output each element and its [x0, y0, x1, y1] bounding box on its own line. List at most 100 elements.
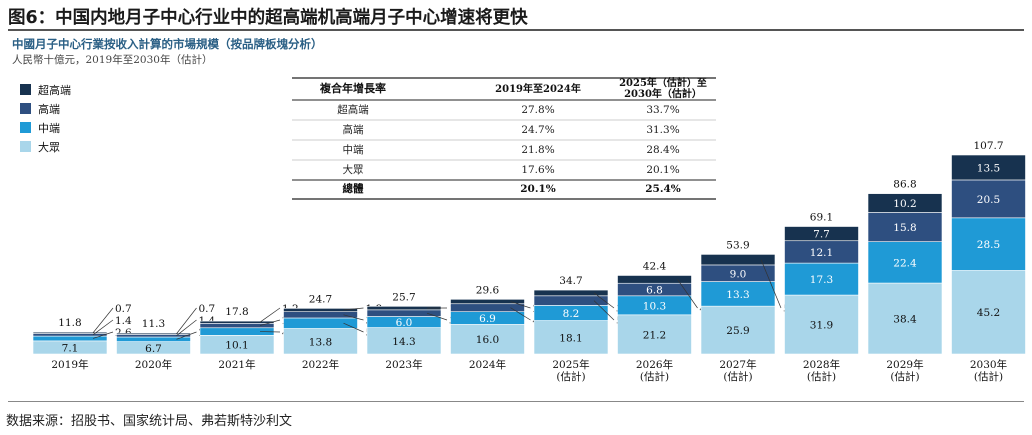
bar-segment	[366, 309, 442, 317]
table-cell: 24.7%	[521, 124, 554, 136]
bar-value-label: 22.4	[893, 257, 917, 269]
x-tick-label: 2024年	[469, 358, 506, 371]
bar-segment	[283, 308, 358, 312]
bar-value-label: 16.0	[476, 334, 499, 346]
x-tick-label: 2028年	[803, 358, 840, 371]
bar-value-label: 10.3	[643, 300, 666, 312]
bar-value-label: 20.5	[977, 194, 1000, 206]
legend-item: 大眾	[20, 140, 60, 154]
legend-swatch	[20, 103, 31, 114]
leader-line	[92, 307, 114, 334]
bar-total-label: 25.7	[392, 291, 415, 303]
x-tick-label: 2023年	[385, 358, 422, 371]
legend-swatch	[20, 141, 31, 152]
chart-title: 中國月子中心行業按收入計算的市場規模（按品牌板塊分析）	[12, 37, 323, 51]
table-header: 2030年（估計）	[624, 87, 702, 100]
legend-label: 中端	[38, 122, 60, 135]
bar-value-label: 14.3	[392, 336, 415, 348]
bar-total-label: 11.3	[142, 318, 165, 330]
x-tick-label: (估計)	[640, 370, 669, 383]
legend-swatch	[20, 84, 31, 95]
bar-value-label: 6.0	[396, 317, 413, 329]
figure-title: 图6：中国内地月子中心行业中的超高端机高端月子中心增速将更快	[8, 8, 528, 28]
cagr-table: 複合年增長率 2019年至2024年 2025年（估計）至2030年（估計） 超高端 2…	[292, 76, 716, 200]
table-header: 2019年至2024年	[495, 82, 581, 95]
bar-segment	[283, 328, 358, 355]
table-cell: 31.3%	[646, 124, 679, 136]
bar-segment	[32, 331, 108, 334]
x-axis: 2019年 2020年 2021年 2022年 2023年 2024年 2025年(估計)2…	[51, 358, 1007, 383]
bar-value-label: 13.8	[309, 336, 332, 348]
bar-total-label: 42.4	[643, 260, 667, 272]
legend-swatch	[20, 122, 31, 133]
bar-total-label: 107.7	[973, 140, 1003, 152]
bar-segment	[116, 334, 191, 338]
bar-segment	[283, 317, 358, 329]
x-tick-label: (估計)	[974, 370, 1003, 383]
table-cell: 高端	[343, 123, 364, 136]
bar-segment	[533, 320, 609, 355]
source-note: 数据来源：招股书、国家统计局、弗若斯特沙利文	[6, 414, 293, 429]
leader-line	[760, 259, 782, 309]
leader-line	[92, 331, 114, 339]
leader-line	[176, 331, 197, 340]
bar-segment	[951, 179, 1026, 219]
leader-line	[259, 319, 281, 326]
bar-total-label: 34.7	[559, 275, 582, 287]
x-tick-label: (估計)	[807, 370, 836, 383]
bar-value-label: 7.1	[62, 342, 79, 354]
bar-segment	[199, 323, 275, 329]
bar-segment	[32, 335, 108, 342]
legend-label: 高端	[38, 102, 60, 116]
leader-line	[510, 307, 531, 321]
chart-subtitle: 人民幣十億元，2019年至2030年（估計）	[12, 54, 213, 66]
table-cell: 33.7%	[646, 104, 679, 116]
bar-total-label: 53.9	[726, 239, 749, 251]
table-cell: 17.6%	[521, 164, 554, 176]
bar-total-label: 11.8	[58, 317, 81, 329]
bar-segment	[951, 154, 1026, 181]
bar-value-label: 18.1	[559, 332, 582, 344]
x-tick-label: 2019年	[51, 358, 88, 371]
bar-total-label: 86.8	[893, 179, 916, 191]
table-cell: 27.8%	[521, 104, 554, 116]
bar-value-label: 45.2	[977, 307, 1000, 319]
leader-line	[92, 319, 114, 336]
x-tick-label: (估計)	[723, 370, 752, 383]
bar-total-label: 69.1	[810, 212, 833, 224]
bar-value-label: 28.5	[977, 239, 1000, 251]
bar-segment	[617, 275, 692, 284]
x-tick-label: (估計)	[556, 370, 585, 383]
table-cell: 20.1%	[646, 164, 679, 176]
bar-total-label: 29.6	[476, 284, 500, 296]
title-rule	[8, 29, 1024, 31]
bar-value-label: 7.7	[813, 229, 830, 241]
x-tick-label: (估計)	[890, 370, 919, 383]
bar-value-label: 6.9	[479, 313, 496, 325]
bar-segment	[199, 320, 275, 324]
leader-line	[259, 307, 281, 323]
bar-segment	[867, 241, 943, 284]
bar-segment	[867, 212, 943, 242]
bar-value-label: 13.5	[977, 162, 1000, 174]
bar-segment	[533, 289, 609, 297]
leader-line	[426, 312, 448, 321]
bar-segment	[32, 333, 108, 337]
table-cell: 中端	[343, 143, 364, 156]
table-header: 2025年（估計）至	[619, 76, 707, 89]
legend-label: 大眾	[38, 140, 60, 154]
bars-group: 7.12.61.40.711.86.72.51.40.711.310.14.12…	[32, 140, 1026, 355]
leader-line	[176, 319, 197, 336]
leader-line	[510, 301, 531, 309]
bar-segment	[366, 327, 442, 355]
table-total-cell: 總體	[343, 182, 364, 195]
table-total-cell: 20.1%	[520, 183, 556, 195]
legend-item: 高端	[20, 102, 60, 116]
x-tick-label: 2026年	[636, 358, 673, 371]
bar-segment	[533, 295, 609, 306]
bar-total-label: 17.8	[225, 306, 248, 318]
table-cell: 超高端	[337, 103, 369, 116]
table-cell: 21.8%	[521, 144, 554, 156]
